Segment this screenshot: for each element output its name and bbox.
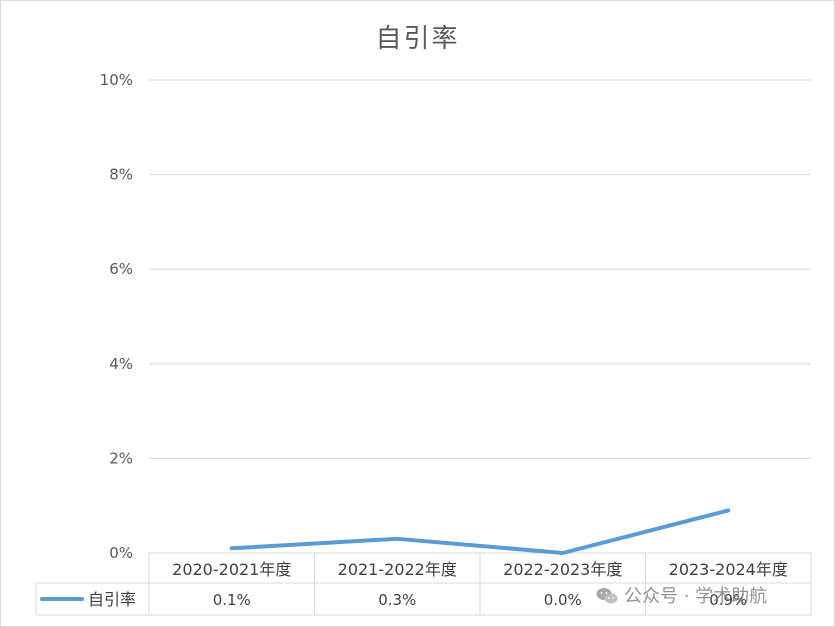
x-category-label: 2022-2023年度: [503, 560, 622, 579]
y-tick-label: 2%: [109, 449, 133, 467]
watermark-text: 公众号 · 学术助航: [624, 586, 768, 607]
y-tick-label: 8%: [109, 166, 133, 184]
x-category-label: 2021-2022年度: [338, 560, 457, 579]
y-tick-label: 6%: [109, 260, 133, 278]
series-line: [229, 508, 731, 555]
chart-title: 自引率: [375, 24, 460, 54]
wechat-icon: [596, 588, 618, 604]
watermark: 公众号 · 学术助航: [596, 582, 767, 608]
y-tick-label: 4%: [109, 355, 133, 373]
y-tick-label: 10%: [100, 71, 133, 89]
y-tick-label: 0%: [109, 544, 133, 562]
data-table-value: 0.9%: [709, 591, 747, 609]
x-category-label: 2020-2021年度: [172, 560, 291, 579]
data-table-value: 0.0%: [544, 591, 582, 609]
legend-label: 自引率: [88, 590, 136, 609]
x-category-label: 2023-2024年度: [669, 560, 788, 579]
data-table-value: 0.1%: [213, 591, 251, 609]
data-table-value: 0.3%: [378, 591, 416, 609]
